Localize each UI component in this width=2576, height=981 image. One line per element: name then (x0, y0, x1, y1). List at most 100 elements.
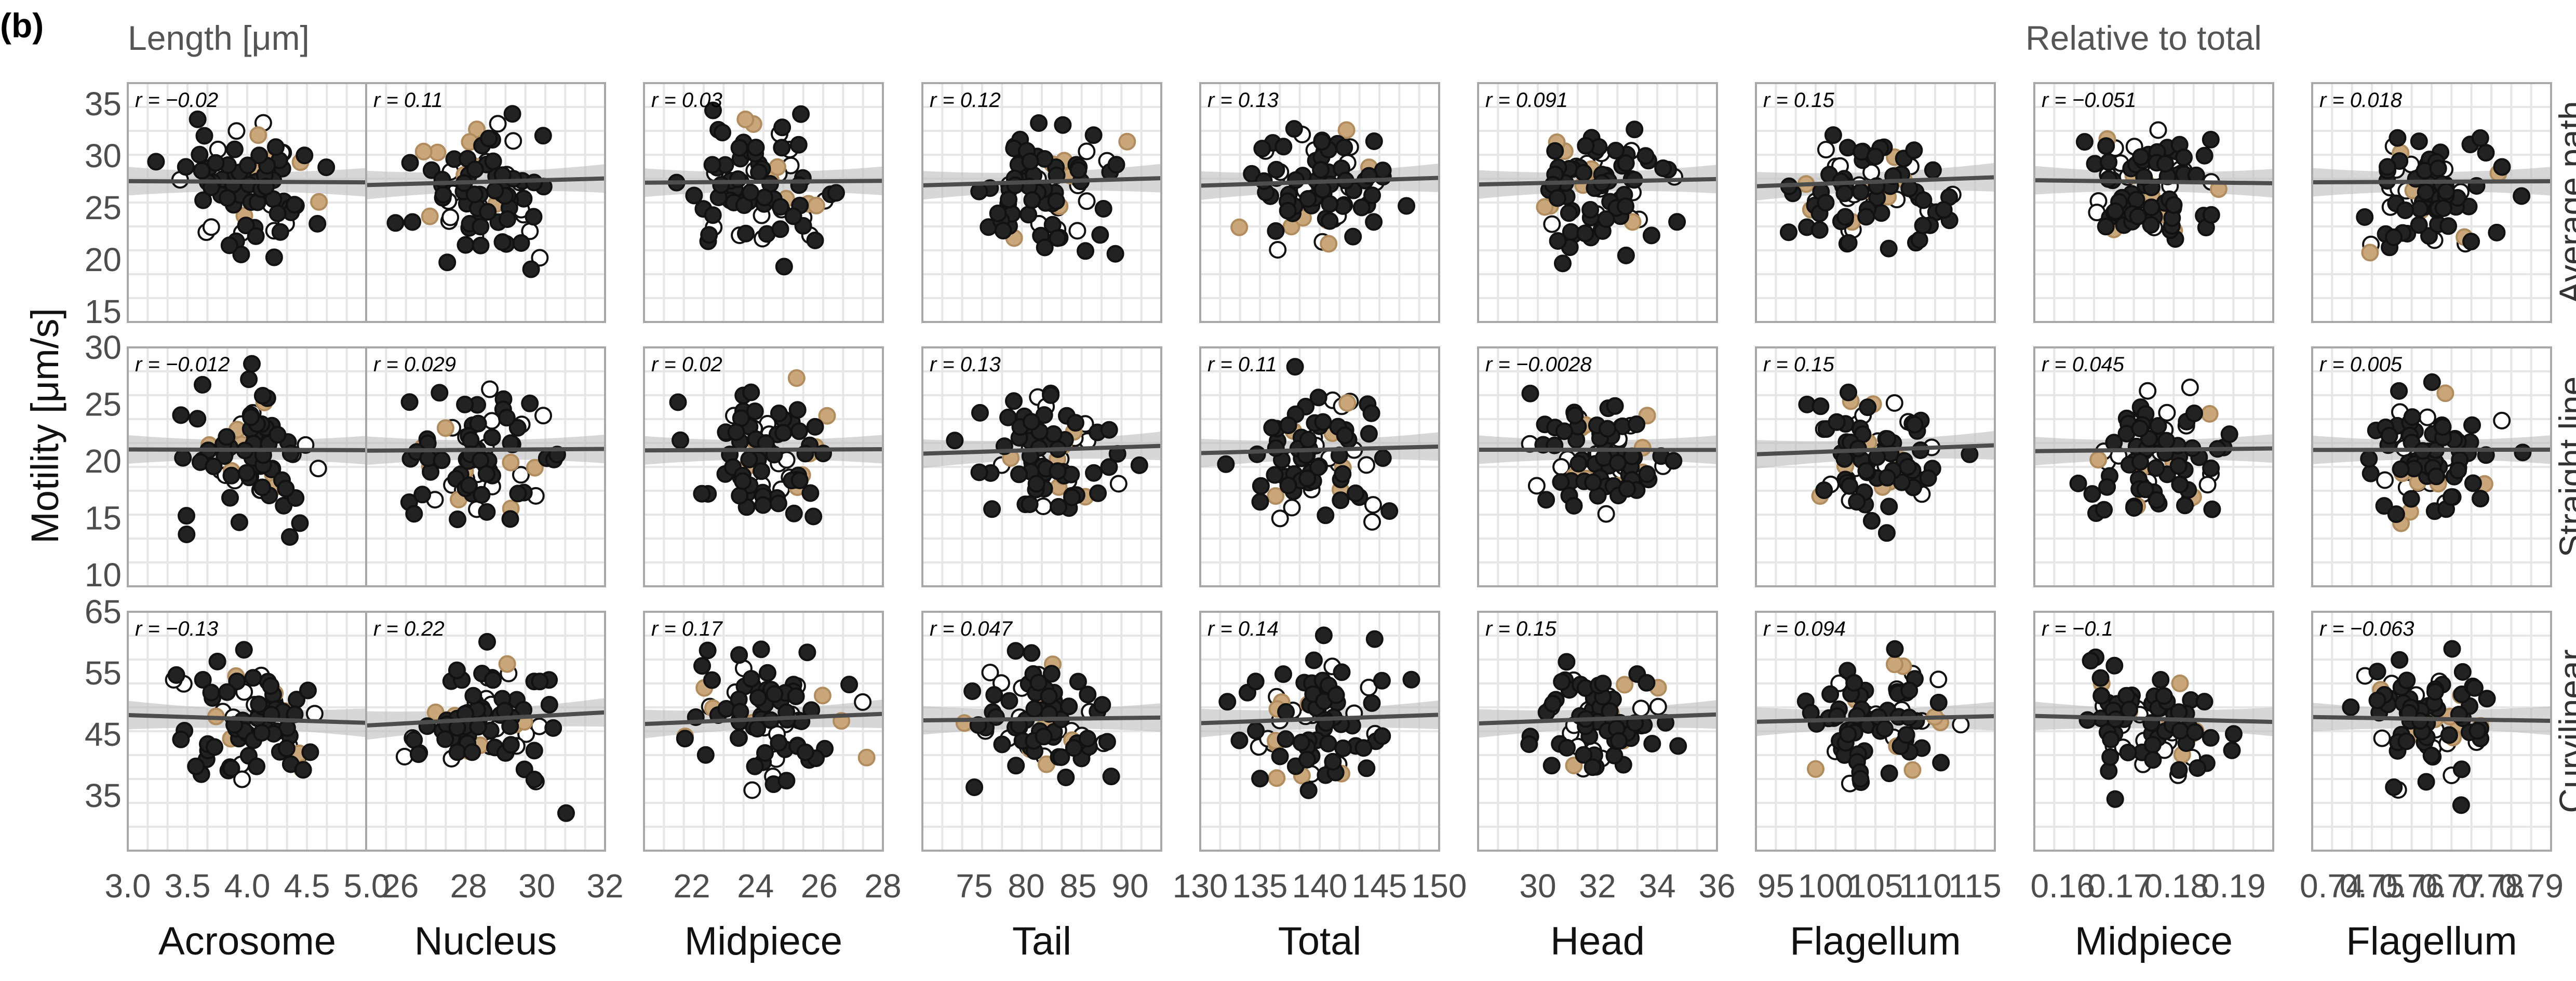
data-point-black (746, 757, 764, 775)
data-point-black (1277, 703, 1295, 721)
data-point-black (1549, 232, 1567, 250)
data-point-black (2468, 722, 2487, 740)
data-point-black (1607, 142, 1625, 159)
r-label: r = 0.02 (651, 353, 722, 376)
data-point-open (1885, 394, 1903, 412)
data-point-black (525, 771, 543, 788)
data-point-tan (1807, 760, 1824, 778)
data-point-black (521, 394, 539, 412)
data-point-black (1019, 206, 1038, 224)
data-point-black (1373, 727, 1391, 745)
data-point-black (2411, 200, 2429, 218)
data-point-black (771, 220, 789, 238)
data-point-black (1560, 204, 1578, 222)
trend-line (1756, 714, 1995, 724)
data-point-black (1334, 739, 1352, 757)
data-point-black (2392, 460, 2410, 478)
data-point-black (1859, 398, 1877, 416)
data-point-black (1552, 473, 1570, 491)
data-point-black (2202, 130, 2220, 149)
data-point-black (1878, 468, 1896, 487)
data-point-black (1079, 686, 1097, 704)
data-point-open (1109, 475, 1128, 493)
data-point-black (1555, 422, 1573, 440)
x-tick-label: 135 (1232, 867, 1288, 905)
data-point-black (1618, 480, 1636, 498)
data-point-tan (1903, 761, 1922, 779)
panel-data-area (922, 642, 1161, 796)
data-point-black (2387, 505, 2405, 523)
data-point-black (1365, 132, 1383, 150)
panel-border (921, 82, 1162, 323)
data-point-black (194, 671, 212, 689)
x-axis-label: Midpiece (685, 919, 842, 963)
x-tick-label: 100 (1798, 867, 1854, 905)
data-point-black (1839, 725, 1857, 743)
data-point-black (1267, 222, 1285, 240)
data-point-black (2202, 206, 2220, 224)
data-point-black (525, 742, 543, 760)
data-point-open (2139, 382, 2157, 400)
data-point-black (1617, 197, 1634, 216)
data-point-tan (1268, 769, 1286, 787)
panel-0-3: r = 0.12 (921, 82, 1162, 323)
data-point-black (1035, 728, 1053, 746)
data-point-black (1040, 687, 1058, 705)
data-point-black (483, 428, 501, 447)
data-point-black (230, 513, 248, 531)
data-point-black (2132, 148, 2150, 166)
y-tick-label: 35 (85, 85, 122, 123)
data-point-black (2220, 425, 2238, 444)
data-point-open (233, 770, 251, 788)
data-point-black (994, 222, 1012, 240)
x-tick-label: 30 (518, 867, 555, 905)
data-point-tan (736, 110, 755, 128)
data-point-black (448, 661, 466, 679)
data-point-black (1005, 392, 1023, 410)
data-point-black (1638, 465, 1656, 483)
data-point-black (253, 478, 271, 496)
trend-line (2034, 714, 2273, 724)
data-point-black (1569, 454, 1588, 473)
data-point-black (2148, 491, 2166, 509)
data-point-black (2082, 652, 2100, 670)
trend-line (922, 176, 1161, 187)
data-point-black (422, 161, 440, 179)
data-point-black (2195, 146, 2213, 165)
data-point-black (1852, 770, 1870, 788)
data-point-black (2105, 656, 2124, 675)
data-point-black (1360, 425, 1378, 443)
data-point-black (748, 720, 767, 738)
panel-0-5: r = 0.091 (1477, 82, 1718, 323)
data-point-black (699, 641, 717, 660)
data-point-black (1060, 697, 1078, 716)
panel-data-area (2312, 640, 2551, 814)
r-label: r = 0.13 (930, 353, 1001, 376)
data-point-black (1299, 190, 1317, 208)
data-point-black (308, 214, 327, 233)
row-strip-label: Straight line (2552, 377, 2576, 558)
data-point-tan (526, 459, 544, 477)
data-point-black (1906, 415, 1924, 434)
data-point-black (749, 689, 767, 707)
data-point-black (1023, 191, 1041, 209)
data-point-black (2171, 722, 2189, 740)
data-point-black (703, 671, 721, 689)
data-point-black (1334, 465, 1352, 483)
data-point-black (2092, 687, 2111, 705)
data-point-black (222, 759, 240, 777)
data-point-black (1520, 735, 1538, 753)
data-point-black (1810, 221, 1829, 239)
data-point-black (1069, 673, 1087, 691)
data-point-black (2488, 223, 2506, 241)
panel-border (643, 611, 884, 852)
data-point-black (2152, 671, 2170, 689)
data-point-black (1910, 231, 1928, 249)
data-point-black (1840, 383, 1857, 401)
panel-2-4: r = 0.14 (1199, 611, 1440, 852)
data-point-black (1085, 464, 1103, 482)
data-point-black (1669, 737, 1687, 755)
data-point-black (219, 189, 236, 207)
panel-data-area (128, 355, 367, 546)
trend-line (2034, 178, 2273, 185)
